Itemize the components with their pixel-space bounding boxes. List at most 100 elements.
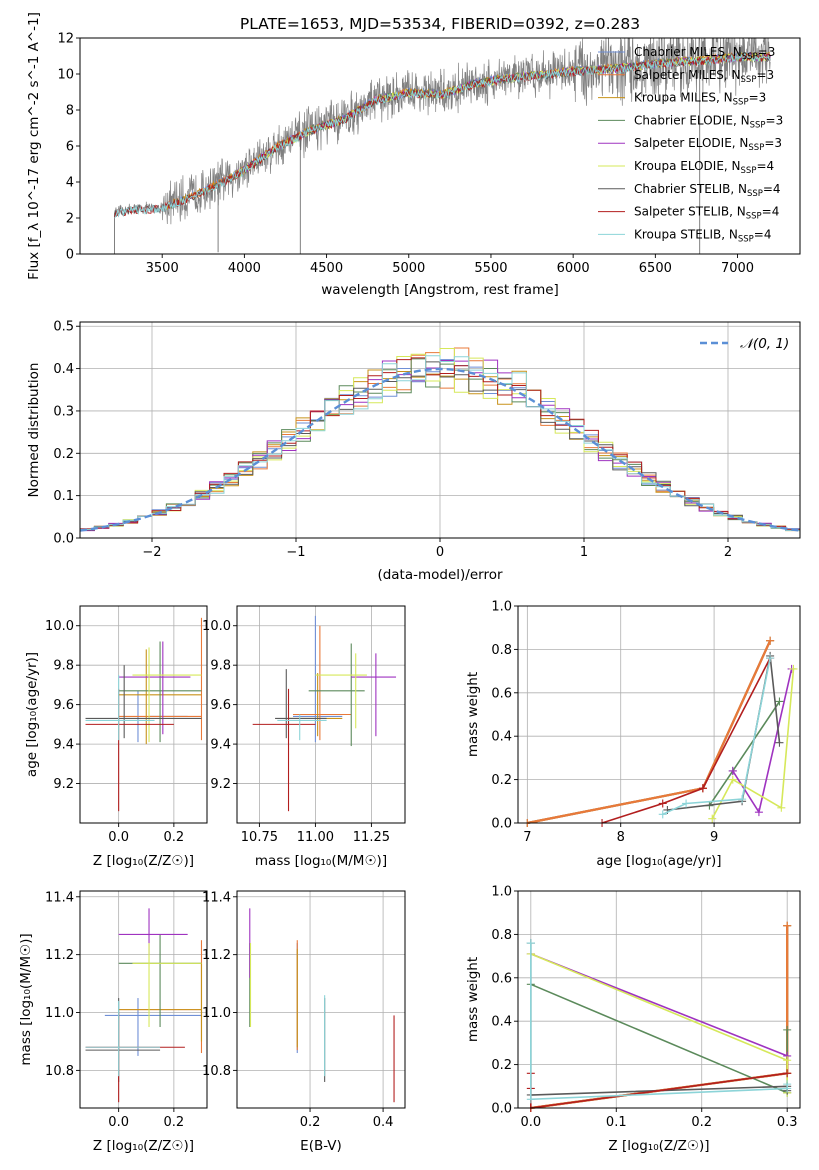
x-tick-label: 3500 bbox=[146, 261, 179, 276]
x-axis-label: Z [log₁₀(Z/Z☉)] bbox=[93, 853, 194, 869]
x-tick-label: 9 bbox=[710, 830, 718, 845]
x-tick-label: 0.0 bbox=[520, 1115, 541, 1130]
weight-marker bbox=[708, 814, 717, 823]
weight-marker bbox=[783, 1025, 792, 1034]
y-tick-label: 10 bbox=[57, 68, 74, 83]
y-tick-label: 10.0 bbox=[45, 619, 74, 634]
x-tick-label: 0.0 bbox=[108, 1115, 129, 1130]
mass-vs-metallicity-panel: 0.0 0.2 10.8 11.0 11.2 11.4 Z [log₁₀(Z/Z☉)] mas… bbox=[18, 890, 208, 1154]
y-tick-label: 9.2 bbox=[210, 777, 231, 792]
legend-entry-label: Chabrier MILES, N bbox=[634, 45, 742, 59]
y-tick-label: 0.8 bbox=[491, 928, 512, 943]
legend-entry-label: Salpeter STELIB, N bbox=[634, 205, 746, 219]
x-tick-label: 5000 bbox=[392, 261, 425, 276]
legend-entry-label: Chabrier STELIB, N bbox=[634, 182, 747, 196]
weight-marker bbox=[698, 784, 707, 793]
weight-marker bbox=[754, 808, 763, 817]
weight-marker bbox=[738, 795, 747, 804]
y-tick-label: 0.4 bbox=[491, 1015, 512, 1030]
weight-marker bbox=[783, 1056, 792, 1065]
age-vs-metallicity-panel: 0.0 0.2 9.2 9.4 9.6 9.8 10.0 Z [log₁₀(Z/Z☉)] age… bbox=[24, 605, 208, 869]
legend-entry: Salpeter STELIB, NSSP=4 bbox=[634, 205, 779, 222]
x-tick-label: 5500 bbox=[474, 261, 507, 276]
y-tick-label: 0.0 bbox=[491, 817, 512, 832]
x-tick-label: 4000 bbox=[228, 261, 261, 276]
y-tick-label: 1.0 bbox=[491, 885, 512, 900]
axes-frame bbox=[79, 321, 801, 539]
error-bars bbox=[85, 908, 203, 1103]
legend-entry-subscript: SSP bbox=[742, 52, 758, 62]
legend-entry-count: =3 bbox=[756, 68, 774, 82]
x-tick-label: 0.2 bbox=[300, 1115, 321, 1130]
legend-entry-count: =4 bbox=[762, 205, 780, 219]
legend-entry-subscript: SSP bbox=[750, 120, 766, 130]
legend-entry-count: =3 bbox=[766, 113, 784, 127]
y-tick-label: 10.8 bbox=[202, 1064, 231, 1079]
histogram-series bbox=[80, 355, 800, 533]
legend-entry-subscript: SSP bbox=[733, 98, 749, 108]
weight-marker bbox=[777, 803, 786, 812]
legend-entry-count: =4 bbox=[756, 159, 774, 173]
legend-entry-subscript: SSP bbox=[746, 212, 762, 222]
x-tick-label: 8 bbox=[617, 830, 625, 845]
x-axis-label: Z [log₁₀(Z/Z☉)] bbox=[93, 1138, 194, 1154]
legend-entry: Kroupa ELODIE, NSSP=4 bbox=[634, 159, 774, 176]
y-tick-label: 0.2 bbox=[53, 447, 74, 462]
x-tick-label: −1 bbox=[286, 545, 305, 560]
y-tick-label: 9.2 bbox=[53, 777, 74, 792]
x-tick-label: 6000 bbox=[557, 261, 590, 276]
x-tick-label: 0.2 bbox=[164, 830, 185, 845]
y-tick-label: 0.4 bbox=[491, 730, 512, 745]
y-tick-label: 0.0 bbox=[53, 532, 74, 547]
y-tick-label: 8 bbox=[66, 104, 74, 119]
x-tick-label: 2 bbox=[724, 545, 732, 560]
y-tick-label: 0.4 bbox=[53, 362, 74, 377]
legend-entry-label: Kroupa MILES, N bbox=[634, 91, 733, 105]
legend-entry-subscript: SSP bbox=[741, 75, 757, 85]
gridlines bbox=[237, 891, 405, 1108]
residuals-histogram-panel: −2 −1 0 1 2 0.0 0.1 0.2 0.3 0.4 0.5 (data-model)/er… bbox=[26, 320, 801, 583]
legend-entry-subscript: SSP bbox=[738, 234, 754, 244]
y-tick-label: 0.8 bbox=[491, 643, 512, 658]
normal-curve bbox=[80, 367, 800, 532]
y-tick-label: 0.2 bbox=[491, 773, 512, 788]
y-tick-label: 9.6 bbox=[53, 698, 74, 713]
y-tick-label: 0.6 bbox=[491, 971, 512, 986]
age-vs-mass-panel: 10.75 11.00 11.25 9.2 9.4 9.6 9.8 10.0 mass [log… bbox=[202, 605, 406, 869]
y-tick-label: 0.1 bbox=[53, 489, 74, 504]
weight-series-line bbox=[601, 657, 771, 824]
y-axis-label: Flux [f_λ 10^-17 erg cm^-2 s^-1 A^-1] bbox=[26, 12, 42, 280]
legend-entry-count: =4 bbox=[763, 182, 781, 196]
x-tick-label: 0.3 bbox=[777, 1115, 798, 1130]
legend-entry: Chabrier STELIB, NSSP=4 bbox=[634, 182, 781, 199]
massweight-vs-metallicity-panel: 0.0 0.1 0.2 0.3 0.0 0.2 0.4 0.6 0.8 1.0 Z [log₁₀(Z… bbox=[465, 885, 801, 1154]
gridlines bbox=[80, 606, 207, 823]
weight-marker bbox=[789, 664, 798, 673]
weight-marker bbox=[658, 810, 667, 819]
axes-frame bbox=[79, 37, 801, 255]
y-axis-label: mass [log₁₀(M/M☉)] bbox=[18, 933, 34, 1065]
error-bars bbox=[252, 615, 397, 812]
y-tick-label: 9.8 bbox=[53, 659, 74, 674]
weight-marker bbox=[766, 636, 775, 645]
y-tick-label: 9.6 bbox=[210, 698, 231, 713]
weight-marker bbox=[775, 697, 784, 706]
legend-entry-count: =3 bbox=[758, 45, 776, 59]
y-tick-label: 0 bbox=[66, 248, 74, 263]
x-tick-label: 0.4 bbox=[373, 1115, 394, 1130]
y-tick-label: 11.0 bbox=[202, 1006, 231, 1021]
y-tick-label: 11.4 bbox=[202, 890, 231, 905]
y-tick-label: 4 bbox=[66, 176, 74, 191]
legend-entry-subscript: SSP bbox=[741, 166, 757, 176]
x-axis-label: (data-model)/error bbox=[377, 567, 503, 583]
y-tick-label: 10.0 bbox=[202, 619, 231, 634]
x-tick-label: 7 bbox=[523, 830, 531, 845]
y-tick-label: 9.8 bbox=[210, 659, 231, 674]
y-axis-label: mass weight bbox=[465, 672, 481, 757]
y-tick-label: 11.4 bbox=[45, 890, 74, 905]
axes-frame bbox=[236, 890, 406, 1109]
weight-lines bbox=[526, 921, 792, 1112]
weight-marker bbox=[783, 1080, 792, 1089]
weight-lines bbox=[523, 636, 798, 827]
x-tick-label: 7000 bbox=[721, 261, 754, 276]
